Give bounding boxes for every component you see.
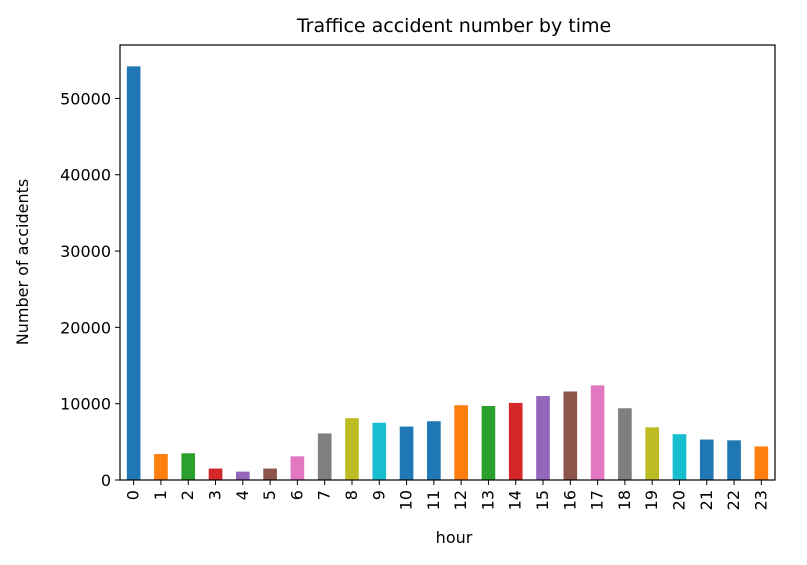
bar-hour-14	[508, 402, 523, 480]
bar-hour-6	[290, 456, 305, 480]
x-tick-label: 8	[342, 490, 361, 500]
bar-hour-0	[126, 66, 141, 481]
bar-hour-10	[399, 426, 414, 480]
bar-hour-22	[727, 440, 741, 480]
x-tick-label: 1	[151, 490, 170, 500]
bar-hour-9	[372, 422, 387, 480]
bar-hour-2	[181, 453, 196, 480]
x-axis-label: hour	[436, 528, 473, 547]
bar-hour-15	[536, 396, 550, 480]
y-tick-label: 50000	[60, 89, 111, 108]
bar-hour-3	[208, 468, 223, 480]
bar-hour-18	[618, 408, 632, 480]
x-tick-label: 12	[451, 490, 470, 510]
plot-frame	[119, 44, 776, 481]
x-tick-label: 16	[560, 490, 579, 510]
x-tick-label: 15	[533, 490, 552, 510]
x-tick-label: 10	[397, 490, 416, 510]
bar-hour-13	[481, 405, 496, 480]
bar-hour-7	[317, 433, 332, 480]
bar-hour-8	[345, 418, 359, 480]
x-tick-label: 3	[206, 490, 225, 500]
bar-hour-5	[263, 468, 277, 480]
y-tick-label: 0	[101, 471, 111, 490]
x-tick-label: 11	[424, 490, 443, 510]
x-tick-label: 7	[315, 490, 334, 500]
x-tick-label: 23	[751, 490, 770, 510]
bar-hour-23	[754, 446, 769, 480]
x-tick-label: 17	[588, 490, 607, 510]
x-tick-label: 18	[615, 490, 634, 510]
bar-hour-12	[454, 405, 468, 480]
bar-hour-19	[645, 427, 660, 480]
y-tick-label: 10000	[60, 395, 111, 414]
x-tick-label: 22	[724, 490, 743, 510]
bar-hour-17	[590, 385, 605, 480]
x-tick-label: 6	[287, 490, 306, 500]
bar-hour-21	[699, 439, 714, 480]
x-axis: 0 1 2 3 4 5 6 7 8 9 10 11 12 13 14 15 16 17 18 19 20 21 22 23	[124, 480, 770, 510]
bar-hour-20	[672, 434, 687, 480]
y-tick-label: 20000	[60, 318, 111, 337]
x-tick-label: 14	[506, 490, 525, 510]
chart-title: Traffice accident number by time	[296, 15, 611, 37]
x-tick-label: 0	[124, 490, 143, 500]
bar-hour-11	[427, 421, 441, 480]
x-tick-label: 19	[642, 490, 661, 510]
x-tick-label: 5	[260, 490, 279, 500]
x-tick-label: 21	[697, 490, 716, 510]
y-axis: 0 10000 20000 30000 40000 50000	[60, 89, 120, 490]
bar-hour-4	[235, 471, 250, 480]
x-tick-label: 20	[669, 490, 688, 510]
y-tick-label: 30000	[60, 242, 111, 261]
bar-hour-16	[563, 391, 578, 480]
y-axis-label: Number of accidents	[13, 179, 32, 345]
y-tick-label: 40000	[60, 166, 111, 185]
x-tick-label: 4	[233, 490, 252, 500]
bars-group	[126, 66, 769, 481]
x-tick-label: 13	[478, 490, 497, 510]
x-tick-label: 2	[178, 490, 197, 500]
bar-hour-1	[154, 454, 168, 480]
x-tick-label: 9	[369, 490, 388, 500]
